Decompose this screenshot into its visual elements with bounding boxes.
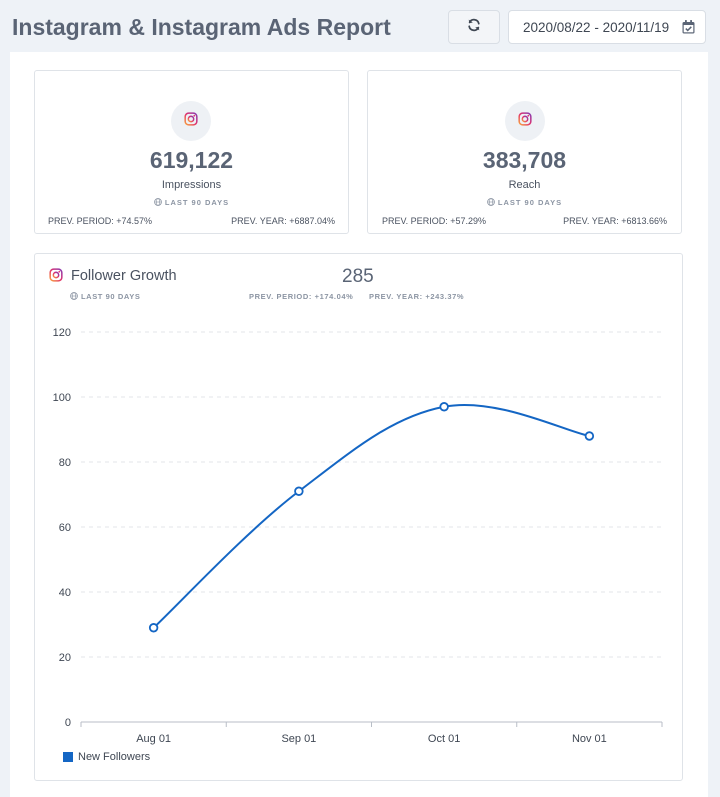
reach-label: Reach xyxy=(508,179,541,191)
follower-growth-period-text: LAST 90 DAYS xyxy=(81,292,141,301)
data-point xyxy=(584,431,595,441)
follower-growth-period: LAST 90 DAYS xyxy=(70,292,140,302)
y-tick-label: 120 xyxy=(53,327,71,339)
date-range-picker[interactable]: 2020/08/22 - 2020/11/19 xyxy=(508,10,706,44)
series-line-new-followers xyxy=(152,404,590,629)
globe-icon xyxy=(487,198,495,208)
calendar-check-icon xyxy=(682,20,695,37)
reach-period: LAST 90 DAYS xyxy=(368,198,681,208)
refresh-icon xyxy=(467,18,481,37)
legend-label: New Followers xyxy=(78,751,151,763)
reach-value: 383,708 xyxy=(482,147,567,173)
reach-prev-year: PREV. YEAR: +6813.66% xyxy=(563,216,667,226)
x-tick-label: Sep 01 xyxy=(281,733,316,745)
data-point xyxy=(439,402,449,412)
reach-period-text: LAST 90 DAYS xyxy=(497,198,563,207)
instagram-icon-badge xyxy=(505,101,545,141)
y-tick-label: 100 xyxy=(53,392,71,404)
instagram-icon xyxy=(49,268,63,287)
follower-growth-prev-period: PREV. PERIOD: +174.04% xyxy=(249,292,354,301)
refresh-button[interactable] xyxy=(448,10,500,44)
follower-growth-card: Follower Growth 285 LAST 90 DAYS PREV. P… xyxy=(34,253,683,781)
date-range-text: 2020/08/22 - 2020/11/19 xyxy=(523,19,670,35)
follower-growth-title: Follower Growth xyxy=(71,268,177,284)
impressions-value: 619,122 xyxy=(149,147,234,173)
reach-prev-period: PREV. PERIOD: +57.29% xyxy=(382,216,486,226)
impressions-card: 619,122 Impressions LAST 90 DAYS PREV. P… xyxy=(34,70,349,234)
y-tick-label: 0 xyxy=(65,717,71,729)
x-tick-label: Nov 01 xyxy=(572,733,607,745)
impressions-period: LAST 90 DAYS xyxy=(35,198,348,208)
instagram-icon xyxy=(518,111,532,131)
y-tick-label: 20 xyxy=(59,652,71,664)
report-body: 619,122 Impressions LAST 90 DAYS PREV. P… xyxy=(10,52,708,797)
reach-card: 383,708 Reach LAST 90 DAYS PREV. PERIOD:… xyxy=(367,70,682,234)
instagram-icon-badge xyxy=(171,101,211,141)
legend-swatch xyxy=(63,752,73,762)
instagram-icon xyxy=(184,111,198,131)
x-tick-label: Oct 01 xyxy=(428,733,460,745)
data-point xyxy=(294,486,304,496)
y-tick-label: 60 xyxy=(59,522,71,534)
impressions-prev-period: PREV. PERIOD: +74.57% xyxy=(48,216,152,226)
impressions-prev-year: PREV. YEAR: +6887.04% xyxy=(231,216,335,226)
chart-legend[interactable]: New Followers xyxy=(63,751,150,763)
follower-growth-chart: 0 20 40 60 80 100 120 Aug 01 Sep 01 Oct 01 Nov 01 xyxy=(53,327,663,745)
globe-icon xyxy=(70,292,78,302)
y-tick-label: 40 xyxy=(59,587,71,599)
follower-growth-total: 285 xyxy=(342,266,374,287)
globe-icon xyxy=(154,198,162,208)
x-tick-label: Aug 01 xyxy=(136,733,171,745)
report-header: Instagram & Instagram Ads Report 2020/08… xyxy=(0,0,720,56)
impressions-label: Impressions xyxy=(161,179,222,191)
data-point xyxy=(148,623,159,633)
y-tick-label: 80 xyxy=(59,457,71,469)
follower-growth-prev-year: PREV. YEAR: +243.37% xyxy=(369,292,465,301)
impressions-period-text: LAST 90 DAYS xyxy=(164,198,230,207)
page-title: Instagram & Instagram Ads Report xyxy=(12,14,391,40)
